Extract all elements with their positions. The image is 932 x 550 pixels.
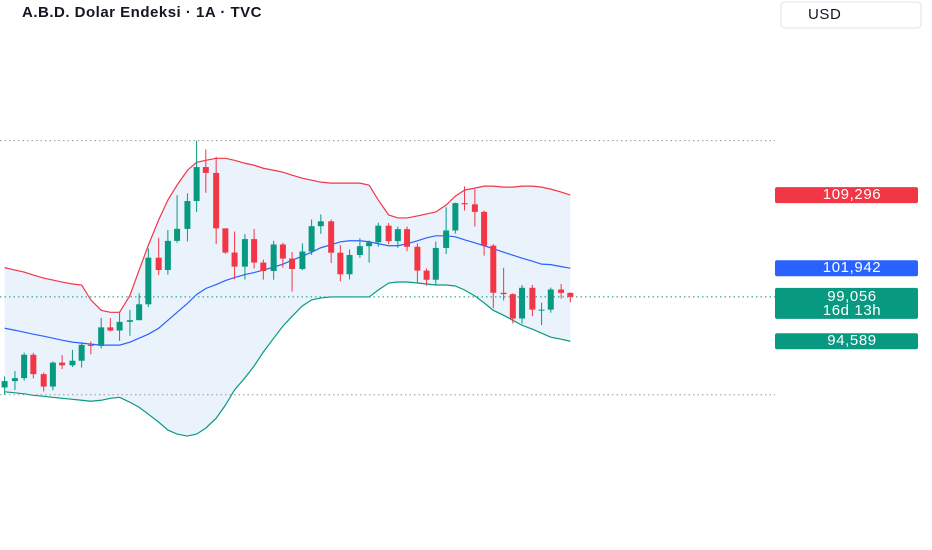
candle-body: [481, 211, 488, 246]
price-tag-label: 109,296: [823, 186, 881, 203]
price-tag-label: 94,589: [827, 332, 876, 349]
candle-body: [500, 292, 507, 295]
price-tag-label: 101,942: [823, 259, 881, 276]
candle-body: [107, 327, 114, 331]
candle-body: [49, 362, 56, 387]
candle-body: [567, 292, 574, 297]
candle-body: [11, 378, 18, 382]
candle-body: [279, 244, 286, 259]
candle-body: [394, 229, 401, 242]
candle-body: [519, 287, 526, 319]
band-fill: [4, 158, 571, 437]
candle-body: [136, 304, 143, 321]
candle-body: [1, 381, 8, 388]
candle-body: [87, 344, 94, 346]
chart-title: A.B.D. Dolar Endeksi · 1A · TVC: [22, 4, 262, 21]
candle-body: [193, 167, 200, 202]
candle-body: [231, 252, 238, 267]
candle-body: [155, 257, 162, 271]
candle-body: [30, 354, 37, 375]
candle-body: [558, 289, 565, 293]
candle-body: [202, 167, 209, 173]
price-tag: [775, 333, 918, 350]
candle-body: [260, 262, 267, 271]
currency-box[interactable]: [780, 1, 922, 29]
candle-body: [270, 244, 277, 271]
data-layer: [0, 140, 775, 437]
candle-body: [346, 254, 353, 275]
candle-body: [471, 204, 478, 212]
candle-body: [174, 228, 181, 241]
candle-body: [375, 225, 382, 243]
candle-body: [78, 344, 85, 361]
candle-body: [145, 257, 152, 305]
candle-body: [432, 247, 439, 280]
candle-body: [59, 362, 66, 366]
candle-body: [423, 270, 430, 280]
candle-body: [21, 354, 28, 379]
candle-body: [222, 228, 229, 253]
last-price-label: 99,056: [827, 288, 876, 305]
band-line: [4, 157, 571, 313]
candle-body: [40, 374, 47, 387]
candle-body: [443, 230, 450, 248]
candle-body: [452, 203, 459, 231]
candle-body: [509, 294, 516, 319]
band-line: [4, 281, 571, 437]
last-price-tag: [775, 287, 918, 319]
candle-body: [404, 229, 411, 247]
candle-body: [184, 201, 191, 229]
candle-body: [538, 309, 545, 311]
candle-body: [69, 360, 76, 366]
candle-body: [251, 239, 258, 263]
price-tag: [775, 187, 918, 204]
candle-body: [164, 240, 171, 271]
candle-body: [366, 242, 373, 247]
candle-body: [547, 289, 554, 310]
candle-body: [490, 245, 497, 293]
candle-body: [337, 252, 344, 275]
candle-body: [414, 246, 421, 271]
countdown-label: 16d 13h: [823, 302, 881, 319]
candle-body: [308, 226, 315, 252]
candle-body: [98, 327, 105, 346]
candle-body: [299, 251, 306, 270]
candle-body: [529, 287, 536, 310]
candle-body: [461, 203, 468, 205]
candle-body: [126, 320, 133, 322]
candle-body: [289, 258, 296, 270]
candle-body: [356, 246, 363, 255]
candle-body: [317, 221, 324, 227]
candle-body: [328, 221, 335, 253]
candle-body: [385, 225, 392, 242]
candle-body: [213, 172, 220, 229]
candle-body: [241, 239, 248, 267]
currency-label[interactable]: USD: [808, 6, 841, 23]
candle-body: [116, 321, 123, 331]
price-tag: [775, 260, 918, 277]
